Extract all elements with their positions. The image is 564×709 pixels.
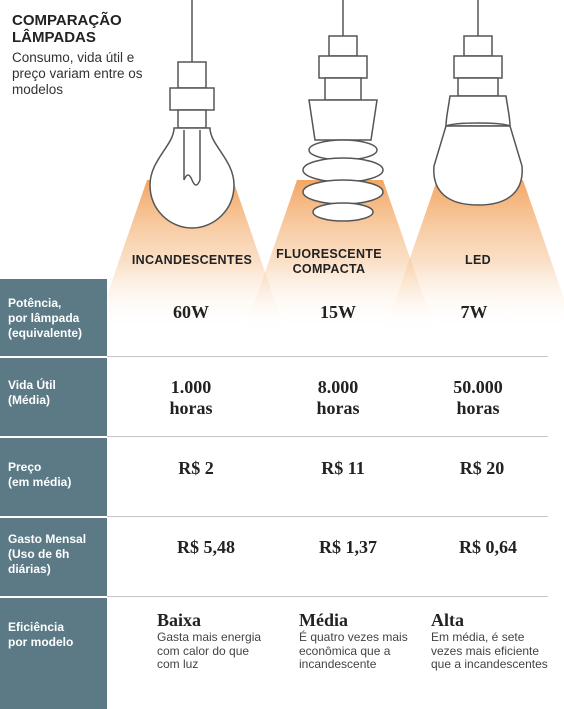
- column-header-text-line-2: COMPACTA: [292, 262, 366, 276]
- lifespan-incandescent: 1.000 horas: [121, 377, 261, 419]
- power-incandescent: 60W: [173, 302, 209, 322]
- lifespan-unit: horas: [316, 398, 360, 418]
- fluorescent-bulb-icon: [302, 0, 384, 222]
- lifespan-value: 8.000: [317, 377, 359, 397]
- title-line-1: COMPARAÇÃO: [12, 12, 122, 29]
- row-label-line: Preço: [8, 460, 42, 474]
- row-divider: [107, 596, 548, 597]
- efficiency-fluorescent: Média É quatro vezes mais econômica que …: [299, 610, 437, 672]
- page-subtitle: Consumo, vida útil e preço variam entre …: [12, 50, 143, 97]
- column-header-fluorescent: FLUORESCENTE COMPACTA: [254, 247, 404, 277]
- row-label-line: por modelo: [8, 635, 74, 649]
- efficiency-description-line: É quatro vezes mais: [299, 630, 408, 644]
- price-fluorescent: R$ 11: [321, 458, 365, 478]
- lifespan-fluorescent: 8.000 horas: [268, 377, 408, 419]
- label-divider: [0, 516, 107, 518]
- row-label-efficiency: Eficiência por modelo: [0, 597, 107, 709]
- efficiency-description: É quatro vezes mais econômica que a inca…: [299, 630, 437, 672]
- row-label-line: por lâmpada: [8, 311, 80, 325]
- lifespan-value: 1.000: [170, 377, 212, 397]
- label-divider: [0, 436, 107, 438]
- row-label-lifespan: Vida Útil (Média): [0, 357, 107, 437]
- efficiency-level: Baixa: [157, 610, 202, 630]
- row-label-line: (Uso de 6h: [8, 547, 70, 561]
- efficiency-description: Em média, é sete vezes mais eficiente qu…: [431, 630, 564, 672]
- row-divider: [107, 436, 548, 437]
- column-header-led: LED: [403, 253, 553, 268]
- incandescent-light-glow: [95, 180, 285, 330]
- efficiency-description-line: que a incandescentes: [431, 657, 548, 671]
- lifespan-led: 50.000 horas: [408, 377, 548, 419]
- efficiency-description-line: econômica que a: [299, 643, 391, 658]
- led-light-glow: [385, 180, 564, 330]
- column-header-text: FLUORESCENTE: [276, 247, 382, 261]
- efficiency-description-line: vezes mais eficiente: [431, 643, 540, 658]
- incandescent-bulb-icon: [149, 0, 235, 229]
- row-divider: [107, 516, 548, 517]
- efficiency-level: Média: [299, 610, 348, 630]
- row-label-line: Vida Útil: [8, 378, 56, 392]
- row-label-monthly-cost: Gasto Mensal (Uso de 6h diárias): [0, 517, 107, 597]
- label-divider: [0, 596, 107, 598]
- title-line-2: LÂMPADAS: [12, 29, 96, 46]
- column-header-text: LED: [465, 253, 491, 267]
- efficiency-description-line: com calor do que: [157, 643, 250, 658]
- power-fluorescent: 15W: [320, 302, 356, 322]
- row-divider: [107, 356, 548, 357]
- efficiency-description-line: incandescente: [299, 657, 377, 671]
- efficiency-description-line: Em média, é sete: [431, 630, 525, 644]
- column-header-text: INCANDESCENTES: [131, 253, 253, 267]
- label-divider: [0, 356, 107, 358]
- row-label-line: (Média): [8, 393, 50, 407]
- column-header-incandescent: INCANDESCENTES: [117, 253, 267, 268]
- efficiency-description-line: com luz: [157, 657, 199, 671]
- row-label-line: Eficiência: [8, 620, 65, 634]
- led-bulb-icon: [433, 0, 523, 206]
- row-label-power: Potência, por lâmpada (equivalente): [0, 279, 107, 357]
- row-label-line: diárias): [8, 562, 51, 576]
- page-title: COMPARAÇÃO LÂMPADAS: [12, 12, 162, 46]
- efficiency-led: Alta Em média, é sete vezes mais eficien…: [431, 610, 564, 672]
- efficiency-level: Alta: [431, 610, 464, 630]
- row-label-line: Gasto Mensal: [8, 532, 87, 546]
- row-label-line: (em média): [8, 475, 72, 489]
- monthly-cost-fluorescent: R$ 1,37: [319, 537, 377, 557]
- row-label-price: Preço (em média): [0, 437, 107, 517]
- price-incandescent: R$ 2: [178, 458, 214, 478]
- monthly-cost-incandescent: R$ 5,48: [177, 537, 235, 557]
- power-led: 7W: [460, 302, 488, 322]
- efficiency-description: Gasta mais energia com calor do que com …: [157, 630, 295, 672]
- lifespan-unit: horas: [169, 398, 213, 418]
- row-label-line: (equivalente): [8, 326, 83, 340]
- monthly-cost-led: R$ 0,64: [459, 537, 517, 557]
- lifespan-unit: horas: [456, 398, 500, 418]
- lifespan-value: 50.000: [453, 377, 503, 397]
- row-label-line: Potência,: [8, 296, 62, 310]
- fluorescent-light-glow: [245, 180, 435, 330]
- price-led: R$ 20: [459, 458, 505, 478]
- efficiency-incandescent: Baixa Gasta mais energia com calor do qu…: [157, 610, 295, 672]
- efficiency-description-line: Gasta mais energia: [157, 630, 262, 644]
